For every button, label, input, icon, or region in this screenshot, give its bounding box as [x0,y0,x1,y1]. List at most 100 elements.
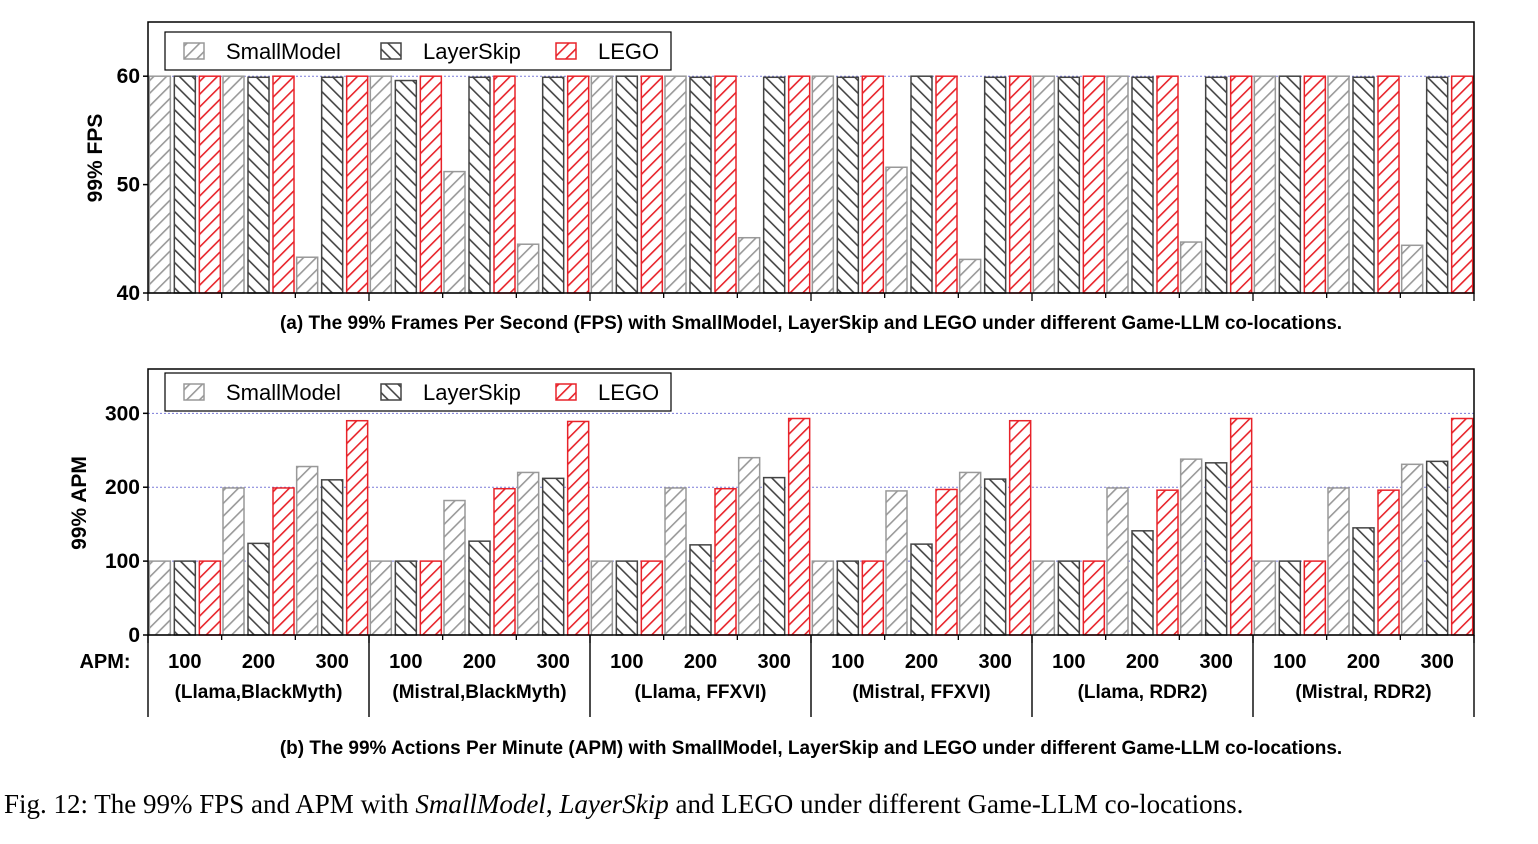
fps-bar-lego [1156,75,1179,294]
fps-bar-smallmodel [148,75,172,294]
fps-bar-smallmodel [664,75,687,294]
apm-bar-layerskip [1204,462,1228,636]
x-category-label: 100 [1273,651,1306,673]
figure-caption-smallmodel: SmallModel [415,789,545,819]
apm-bar-lego [1082,560,1106,636]
apm-legend-swatch-lego [555,383,577,401]
fps-bar-layerskip [762,76,786,294]
fps-bar-smallmodel [1032,75,1056,294]
fps-bar-layerskip [1425,76,1449,294]
apm-bar-smallmodel [369,560,393,636]
apm-legend-swatch-smallmodel [183,383,205,401]
apm-bar-smallmodel [1253,560,1277,636]
apm-bar-layerskip [247,542,270,636]
apm-bar-smallmodel [222,487,245,636]
fps-bar-lego [198,75,222,294]
apm-bar-layerskip [615,560,639,636]
fps-bar-smallmodel [1253,75,1277,294]
apm-bar-smallmodel [590,560,614,636]
apm-y-tick-label: 0 [128,624,140,647]
apm-bar-layerskip [320,479,344,636]
apm-bar-smallmodel [1106,487,1129,636]
x-group-label: (Mistral, RDR2) [1295,682,1431,703]
x-category-label: 300 [315,651,348,673]
fps-bar-smallmodel [1106,75,1129,294]
apm-legend-label-layerskip: LayerSkip [423,380,521,405]
fps-bar-lego [1082,75,1106,294]
fps-bar-lego [640,75,664,294]
apm-bar-layerskip [1131,530,1154,636]
apm-y-tick-label: 200 [105,476,140,499]
apm-bar-smallmodel [1179,458,1203,636]
apm-bar-lego [1450,417,1474,636]
apm-bars [148,417,1474,636]
fps-bar-smallmodel [590,75,614,294]
apm-bar-layerskip [762,476,786,636]
x-category-label: 100 [168,651,201,673]
apm-bar-lego [787,417,811,636]
fps-subcaption: (a) The 99% Frames Per Second (FPS) with… [280,313,1342,334]
apm-bar-lego [714,487,737,636]
fps-legend-label-lego: LEGO [598,39,659,64]
x-group-label: (Llama, RDR2) [1078,682,1208,703]
fps-y-tick-label: 60 [117,65,140,88]
apm-bar-lego [1377,489,1400,636]
apm-subcaption: (b) The 99% Actions Per Minute (APM) wit… [280,738,1342,759]
x-group-label: (Llama,BlackMyth) [175,682,343,703]
apm-bar-smallmodel [1327,487,1350,636]
fps-bar-layerskip [689,76,712,294]
x-group-label: (Mistral,BlackMyth) [392,682,566,703]
apm-bar-layerskip [983,478,1007,636]
fps-legend-swatch-lego [555,42,577,60]
fps-bar-layerskip [983,76,1007,294]
x-category-label: 200 [463,651,496,673]
apm-bar-layerskip [836,560,860,636]
apm-bar-smallmodel [1032,560,1056,636]
fps-legend-label-layerskip: LayerSkip [423,39,521,64]
apm-bar-smallmodel [516,471,540,636]
fps-bar-lego [272,75,295,294]
fps-bar-layerskip [836,76,860,294]
fps-bar-layerskip [394,79,418,294]
apm-bar-layerskip [910,543,933,636]
fps-bar-layerskip [173,75,197,294]
fps-bar-layerskip [1057,76,1081,294]
apm-y-ticks: 0 100 200 300 [105,402,148,647]
fps-bar-lego [566,75,590,294]
figure-caption-sep: , [546,789,560,819]
fps-bar-lego [1450,75,1474,294]
fps-bar-smallmodel [737,236,761,294]
fps-bar-lego [714,75,737,294]
fps-y-ticks: 40 50 60 [117,65,148,305]
fps-bar-layerskip [1352,76,1375,294]
figure-caption-prefix: Fig. 12: The 99% FPS and APM with [4,789,415,819]
fps-bar-smallmodel [222,75,245,294]
x-category-label: 200 [1126,651,1159,673]
apm-bar-smallmodel [1400,463,1424,636]
fps-bar-smallmodel [1327,75,1350,294]
fps-bar-smallmodel [443,170,466,294]
fps-bar-lego [861,75,885,294]
fps-bar-smallmodel [958,258,982,294]
apm-bar-lego [1229,417,1253,636]
fps-bar-lego [1377,75,1400,294]
x-category-label: 100 [389,651,422,673]
fps-bar-lego [345,75,369,294]
apm-bar-layerskip [394,560,418,636]
fps-bar-layerskip [615,75,639,294]
fps-legend-box [164,31,672,71]
figure-caption: Fig. 12: The 99% FPS and APM with SmallM… [4,789,1243,819]
apm-legend-box [164,372,672,412]
x-category-label: 200 [242,651,275,673]
apm-chart: 0 100 200 300 99% APM SmallModel LayerSkip … [68,368,1475,647]
fps-bar-lego [419,75,443,294]
apm-bar-lego [935,488,958,636]
fps-bar-layerskip [541,76,565,294]
apm-bar-lego [1156,489,1179,636]
x-category-label: 300 [757,651,790,673]
apm-bar-smallmodel [664,487,687,636]
x-group-label: (Llama, FFXVI) [635,682,767,703]
apm-bar-lego [419,560,443,636]
apm-bar-layerskip [468,540,491,636]
apm-bar-smallmodel [737,456,761,636]
